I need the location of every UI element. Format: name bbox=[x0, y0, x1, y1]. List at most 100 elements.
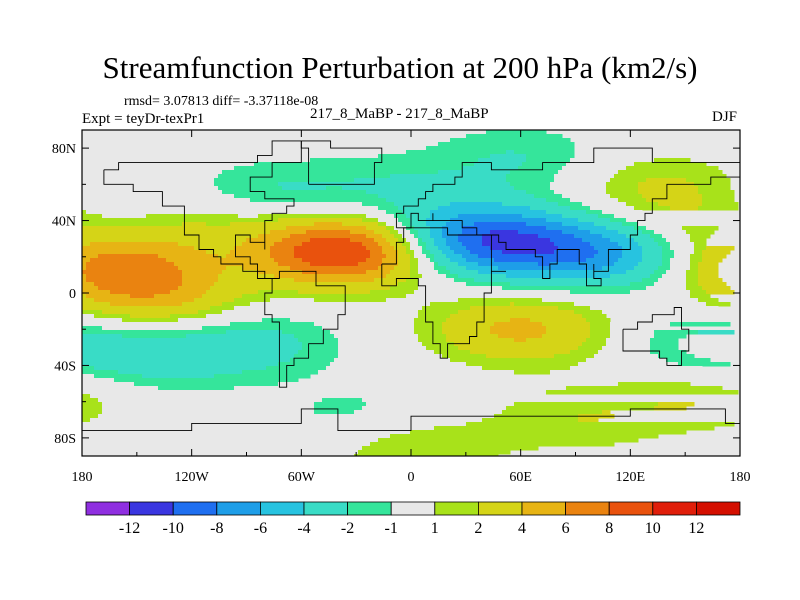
field-cell bbox=[210, 286, 391, 291]
field-cell bbox=[690, 294, 711, 299]
field-cell bbox=[438, 270, 451, 275]
field-cell bbox=[510, 170, 559, 175]
field-cell bbox=[182, 222, 207, 227]
field-cell bbox=[398, 218, 411, 223]
colorbar-label: -1 bbox=[385, 520, 398, 537]
field-cell bbox=[438, 142, 575, 147]
field-cell bbox=[594, 246, 623, 251]
field-cell bbox=[570, 290, 631, 295]
field-cell bbox=[430, 302, 511, 307]
field-cell bbox=[462, 230, 491, 235]
field-cell bbox=[314, 402, 367, 407]
field-cell bbox=[582, 342, 607, 347]
field-cell bbox=[302, 270, 367, 275]
field-cell bbox=[446, 266, 467, 271]
y-tick-label: 80S bbox=[54, 432, 76, 447]
field-cell bbox=[506, 178, 555, 183]
field-cell bbox=[82, 398, 99, 403]
field-cell bbox=[82, 174, 219, 179]
field-cell bbox=[442, 230, 463, 235]
field-cell bbox=[82, 446, 363, 451]
field-cell bbox=[82, 422, 467, 427]
field-cell bbox=[182, 270, 223, 275]
field-cell bbox=[694, 242, 707, 247]
field-cell bbox=[278, 382, 619, 387]
field-cell bbox=[166, 258, 275, 263]
colorbar-label: 6 bbox=[562, 520, 570, 537]
coastline bbox=[622, 307, 690, 366]
field-cell bbox=[82, 326, 103, 331]
field-cell bbox=[430, 210, 547, 215]
coastline bbox=[300, 140, 383, 185]
colorbar-label: 10 bbox=[645, 520, 661, 537]
field-cell bbox=[82, 170, 223, 175]
field-cell bbox=[82, 294, 87, 299]
field-cell bbox=[530, 318, 587, 323]
field-cell bbox=[662, 246, 671, 251]
field-cell bbox=[490, 230, 519, 235]
field-cell bbox=[698, 298, 719, 303]
field-cell bbox=[370, 290, 415, 295]
field-cell bbox=[490, 246, 559, 251]
field-cell bbox=[362, 218, 379, 223]
field-cell bbox=[282, 330, 331, 335]
field-cell bbox=[378, 218, 399, 223]
field-cell bbox=[522, 214, 563, 219]
field-cell bbox=[502, 250, 555, 255]
field-cell bbox=[550, 182, 607, 187]
field-cell bbox=[466, 422, 735, 427]
colorbar-label: -4 bbox=[297, 520, 310, 537]
field-cell bbox=[82, 158, 311, 163]
field-cell bbox=[446, 222, 475, 227]
field-cell bbox=[566, 162, 635, 167]
field-cell bbox=[82, 414, 99, 419]
field-cell bbox=[410, 262, 419, 267]
field-cell bbox=[370, 442, 615, 447]
field-cell bbox=[322, 326, 415, 331]
field-cell bbox=[82, 182, 215, 187]
coastline bbox=[264, 270, 346, 388]
field-cell bbox=[590, 206, 635, 211]
field-cell bbox=[418, 282, 467, 287]
field-cell bbox=[390, 174, 507, 179]
field-cell bbox=[82, 386, 159, 391]
field-cell bbox=[82, 346, 303, 351]
field-cell bbox=[418, 310, 459, 315]
field-cell bbox=[410, 266, 419, 271]
field-cell bbox=[502, 410, 603, 415]
field-cell bbox=[658, 202, 703, 207]
field-cell bbox=[562, 194, 611, 199]
field-cell bbox=[562, 166, 627, 171]
field-cell bbox=[670, 322, 731, 327]
field-cell bbox=[422, 274, 447, 279]
field-cell bbox=[258, 270, 303, 275]
field-cell bbox=[574, 310, 603, 315]
field-cell bbox=[82, 246, 195, 251]
field-cell bbox=[82, 298, 95, 303]
field-cell bbox=[514, 338, 527, 343]
field-cell bbox=[526, 154, 575, 159]
field-cell bbox=[610, 322, 671, 327]
field-cell bbox=[698, 186, 731, 191]
field-cell bbox=[466, 362, 579, 367]
field-cell bbox=[442, 354, 487, 359]
field-cell bbox=[142, 374, 215, 379]
field-cell bbox=[82, 450, 359, 455]
coastline bbox=[82, 408, 740, 432]
field-cell bbox=[398, 230, 411, 235]
field-cell bbox=[182, 278, 219, 283]
field-cell bbox=[618, 242, 639, 247]
field-cell bbox=[202, 326, 323, 331]
field-cell bbox=[386, 238, 399, 243]
field-cell bbox=[242, 266, 291, 271]
field-cell bbox=[638, 262, 663, 267]
field-cell bbox=[82, 410, 103, 415]
field-cell bbox=[446, 254, 463, 259]
field-cell bbox=[586, 358, 667, 363]
field-cell bbox=[398, 258, 411, 263]
field-cell bbox=[118, 370, 243, 375]
field-cell bbox=[458, 234, 483, 239]
field-cell bbox=[466, 258, 495, 263]
field-cell bbox=[82, 230, 271, 235]
field-cell bbox=[370, 254, 387, 259]
